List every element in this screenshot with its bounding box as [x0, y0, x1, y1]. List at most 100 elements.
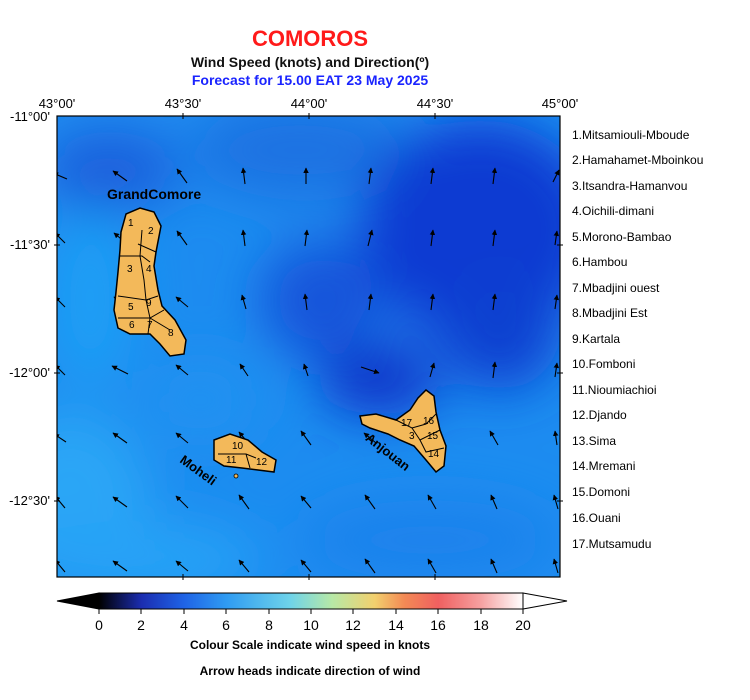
region-number: 16 [423, 416, 435, 427]
region-number: 7 [147, 320, 153, 331]
wind-arrow [360, 366, 380, 375]
wind-arrow [111, 365, 129, 375]
colorbar-tick: 18 [473, 617, 489, 633]
moheli-island [213, 433, 277, 479]
wind-arrow [363, 432, 377, 444]
legend-item: 16.Ouani [572, 511, 621, 525]
wind-arrow [490, 494, 498, 510]
colorbar [56, 592, 568, 614]
colorbar-caption: Colour Scale indicate wind speed in knot… [189, 638, 431, 652]
legend-item: 3.Itsandra-Hamanvou [572, 179, 688, 193]
wind-arrow [176, 230, 188, 246]
wind-arrow [300, 430, 312, 446]
wind-arrow [57, 232, 66, 244]
forecast-time: Forecast for 15.00 EAT 23 May 2025 [191, 72, 429, 88]
wind-arrow [553, 230, 560, 246]
wind-arrow [175, 296, 189, 308]
wind-arrow [175, 364, 189, 376]
lat-tick-label: -11°30' [10, 237, 50, 252]
wind-arrow [112, 496, 128, 508]
colorbar-tick: 20 [515, 617, 531, 633]
colorbar-tick: 0 [95, 617, 103, 633]
wind-arrow [429, 229, 436, 247]
anjouan-island [359, 389, 447, 474]
lon-tick-label: 45°00' [541, 96, 579, 111]
region-number: 3 [127, 264, 133, 275]
colorbar-tick: 10 [303, 617, 319, 633]
wind-arrow [239, 363, 249, 377]
wind-arrow [491, 229, 498, 247]
wind-arrow [552, 169, 560, 183]
wind-arrow [57, 364, 66, 376]
wind-arrow [240, 167, 247, 185]
colorbar-tick: 12 [345, 617, 361, 633]
wind-arrow [240, 229, 247, 247]
lon-tick-label: 44°30' [416, 96, 454, 111]
legend-item: 5.Morono-Bambao [572, 230, 672, 244]
wind-arrow [429, 362, 436, 378]
colorbar-tick: 6 [222, 617, 230, 633]
wind-arrow [367, 167, 374, 185]
region-number: 8 [168, 328, 174, 339]
map-frame [54, 113, 563, 580]
wind-arrow [240, 294, 247, 310]
wind-arrow [57, 559, 66, 573]
region-number: 11 [226, 455, 237, 466]
wind-arrow [57, 172, 68, 180]
wind-arrow [367, 229, 374, 247]
wind-arrow [427, 494, 437, 510]
wind-arrow [552, 558, 559, 574]
wind-arrow [175, 560, 189, 572]
wind-arrow [112, 432, 128, 444]
lon-tick-label: 44°00' [290, 96, 328, 111]
colorbar-tick: 16 [430, 617, 446, 633]
legend-item: 10.Fomboni [572, 357, 636, 371]
wind-arrow [364, 494, 376, 510]
lat-tick-label: -12°30' [9, 493, 50, 508]
wind-arrow [491, 361, 498, 379]
legend-item: 17.Mutsamudu [572, 537, 652, 551]
wind-arrow [238, 494, 250, 510]
lon-tick-label: 43°00' [38, 96, 76, 111]
wind-arrow [429, 167, 436, 185]
wind-arrow [57, 296, 66, 308]
legend-item: 12.Djando [572, 408, 627, 422]
legend-item: 1.Mitsamiouli-Mboude [572, 128, 690, 142]
wind-arrow [238, 559, 250, 573]
wind-arrow [57, 433, 67, 443]
legend-item: 9.Kartala [572, 332, 621, 346]
region-number: 17 [401, 418, 413, 429]
lon-tick-label: 43°30' [164, 96, 202, 111]
grande-comore-island [113, 207, 187, 357]
wind-arrow [300, 495, 312, 509]
legend-item: 14.Mremani [572, 459, 636, 473]
wind-speed-field [57, 116, 560, 577]
region-number: 10 [232, 441, 244, 452]
wind-arrow [491, 293, 498, 311]
wind-arrow [553, 294, 560, 310]
region-number: 3 [409, 431, 415, 442]
arrow-caption: Arrow heads indicate direction of wind [199, 664, 421, 678]
wind-arrow [427, 558, 437, 574]
wind-arrows [57, 167, 560, 574]
wind-arrow [112, 170, 128, 182]
wind-arrow [302, 363, 309, 377]
colorbar-tick: 14 [388, 617, 404, 633]
wind-arrow [176, 168, 188, 184]
wind-arrow [552, 494, 559, 510]
wind-arrow [553, 362, 560, 378]
wind-arrow [552, 430, 559, 446]
region-number: 5 [128, 302, 134, 313]
region-number: 15 [427, 431, 439, 442]
wind-arrow [302, 293, 309, 311]
legend-item: 8.Mbadjini Est [572, 306, 648, 320]
wind-arrow [112, 560, 128, 572]
colorbar-tick: 4 [180, 617, 188, 633]
wind-arrow [175, 495, 189, 509]
colorbar-tick: 2 [137, 617, 145, 633]
lat-tick-label: -11°00' [10, 109, 50, 124]
legend-item: 7.Mbadjini ouest [572, 281, 660, 295]
wind-arrow [175, 432, 189, 444]
wind-arrow [429, 293, 436, 311]
